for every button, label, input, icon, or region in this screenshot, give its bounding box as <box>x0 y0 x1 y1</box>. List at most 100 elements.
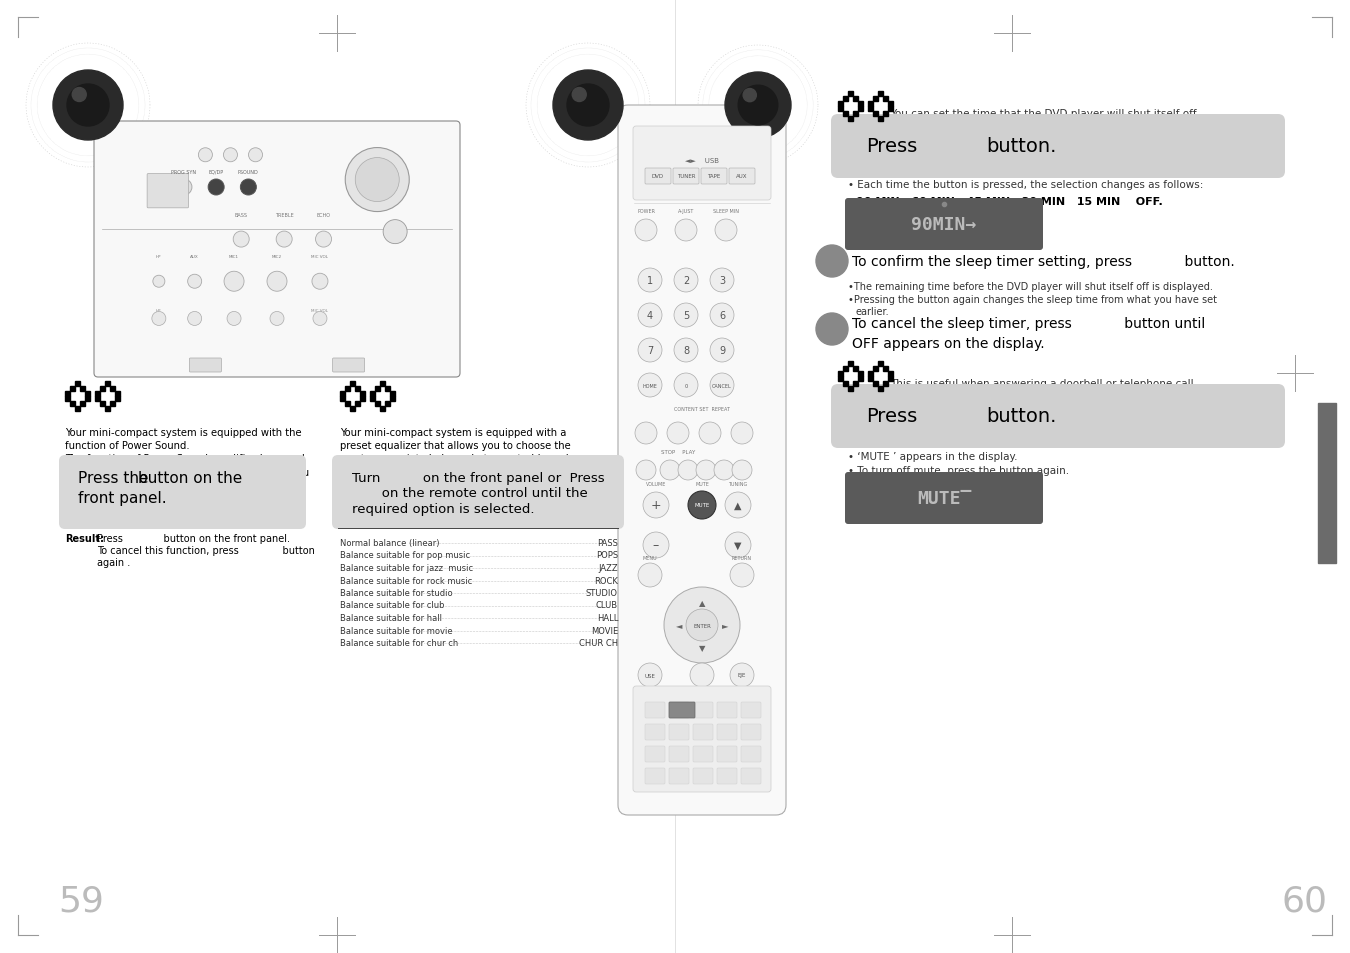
Text: • Each time the button is pressed, the selection changes as follows:: • Each time the button is pressed, the s… <box>848 180 1203 190</box>
Bar <box>848 361 853 367</box>
FancyBboxPatch shape <box>95 122 460 377</box>
Text: BASS: BASS <box>235 213 247 217</box>
FancyBboxPatch shape <box>845 473 1044 524</box>
Circle shape <box>248 149 262 163</box>
Text: 59: 59 <box>58 884 104 918</box>
Text: MIC1: MIC1 <box>230 255 239 259</box>
Text: 9: 9 <box>720 346 725 355</box>
Circle shape <box>743 90 756 103</box>
Circle shape <box>688 492 716 519</box>
FancyBboxPatch shape <box>645 169 671 185</box>
Bar <box>842 97 848 102</box>
Text: To confirm the sleep timer setting, press            button.: To confirm the sleep timer setting, pres… <box>852 254 1235 269</box>
Bar <box>65 396 70 401</box>
Text: •Pressing the button again changes the sleep time from what you have set: •Pressing the button again changes the s… <box>848 294 1216 305</box>
Bar <box>888 376 892 381</box>
Bar <box>379 407 385 412</box>
Text: VOLUME: VOLUME <box>645 481 666 486</box>
Text: button.: button. <box>986 136 1056 155</box>
Circle shape <box>270 313 284 326</box>
Text: earlier.: earlier. <box>856 307 890 316</box>
Text: ROCK: ROCK <box>594 576 618 585</box>
Text: To cancel this function, press              button: To cancel this function, press button <box>97 545 315 556</box>
Bar <box>883 367 888 372</box>
Text: 5: 5 <box>683 311 688 320</box>
Text: HALL: HALL <box>597 614 618 622</box>
Text: Balance suitable for chur ch: Balance suitable for chur ch <box>340 639 458 647</box>
Circle shape <box>699 422 721 444</box>
Text: • ‘MUTE ’ appears in the display.: • ‘MUTE ’ appears in the display. <box>848 452 1018 461</box>
Circle shape <box>678 460 698 480</box>
Bar <box>878 91 883 97</box>
Bar <box>873 112 878 117</box>
Circle shape <box>738 86 778 126</box>
Circle shape <box>634 220 657 242</box>
Text: button.: button. <box>986 406 1056 425</box>
Bar <box>105 407 109 412</box>
FancyBboxPatch shape <box>633 127 771 201</box>
Text: HP: HP <box>157 255 162 259</box>
Circle shape <box>697 460 716 480</box>
FancyBboxPatch shape <box>729 169 755 185</box>
Bar <box>878 117 883 122</box>
Bar <box>375 401 379 407</box>
Text: Balance suitable for hall: Balance suitable for hall <box>340 614 441 622</box>
Text: ◄: ◄ <box>676 620 683 630</box>
Circle shape <box>227 313 242 326</box>
Bar <box>859 102 863 107</box>
Circle shape <box>198 149 212 163</box>
FancyBboxPatch shape <box>741 746 761 762</box>
Circle shape <box>151 313 166 326</box>
Text: 8: 8 <box>683 346 688 355</box>
Bar <box>853 112 859 117</box>
Bar <box>115 396 120 401</box>
Bar <box>115 392 120 396</box>
Text: ECHO: ECHO <box>316 213 331 217</box>
Circle shape <box>730 563 755 587</box>
Circle shape <box>383 220 408 244</box>
Text: Your mini-compact system is equipped with a
preset equalizer that allows you to : Your mini-compact system is equipped wit… <box>340 428 571 490</box>
Bar <box>842 112 848 117</box>
Bar <box>350 381 355 387</box>
Bar <box>868 376 873 381</box>
Text: STOP    PLAY: STOP PLAY <box>662 450 695 455</box>
Bar <box>360 392 365 396</box>
Bar <box>340 392 346 396</box>
Text: HOME: HOME <box>643 383 657 388</box>
Bar <box>853 381 859 387</box>
Text: Turn          on the front panel or  Press: Turn on the front panel or Press <box>352 472 605 485</box>
FancyBboxPatch shape <box>832 385 1285 449</box>
Text: 1: 1 <box>647 275 653 286</box>
Bar <box>76 407 80 412</box>
Text: JAZZ: JAZZ <box>598 563 618 573</box>
Circle shape <box>667 422 688 444</box>
Text: SLEEP MIN: SLEEP MIN <box>713 209 738 213</box>
Bar <box>848 91 853 97</box>
Text: ▼: ▼ <box>734 540 741 551</box>
Text: Balance suitable for pop music: Balance suitable for pop music <box>340 551 470 560</box>
Text: ►: ► <box>721 620 728 630</box>
Bar <box>842 381 848 387</box>
Circle shape <box>686 609 718 641</box>
Bar <box>350 407 355 412</box>
Text: ▼: ▼ <box>699 643 705 653</box>
FancyBboxPatch shape <box>59 456 306 530</box>
Circle shape <box>176 180 192 195</box>
Text: Balance suitable for movie: Balance suitable for movie <box>340 626 452 635</box>
Bar <box>80 401 85 407</box>
Circle shape <box>567 85 609 127</box>
Circle shape <box>267 272 288 292</box>
Text: CLUB: CLUB <box>595 601 618 610</box>
Text: button on the: button on the <box>138 471 242 486</box>
Text: ▲: ▲ <box>734 500 741 511</box>
Circle shape <box>664 587 740 663</box>
Bar <box>375 387 379 392</box>
Bar <box>848 117 853 122</box>
Text: Result:: Result: <box>65 534 104 543</box>
Circle shape <box>153 276 165 288</box>
Circle shape <box>208 180 224 195</box>
Bar <box>355 387 360 392</box>
Text: CANCEL: CANCEL <box>713 383 732 388</box>
Circle shape <box>188 313 201 326</box>
FancyBboxPatch shape <box>670 768 688 784</box>
